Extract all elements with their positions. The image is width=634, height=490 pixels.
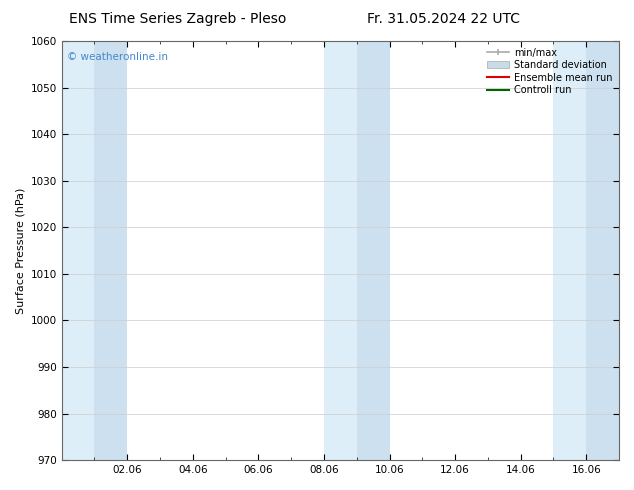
Legend: min/max, Standard deviation, Ensemble mean run, Controll run: min/max, Standard deviation, Ensemble me… xyxy=(484,44,616,99)
Bar xyxy=(94,41,127,460)
Text: © weatheronline.in: © weatheronline.in xyxy=(67,51,168,62)
Y-axis label: Surface Pressure (hPa): Surface Pressure (hPa) xyxy=(15,187,25,314)
Bar xyxy=(61,41,94,460)
Text: ENS Time Series Zagreb - Pleso: ENS Time Series Zagreb - Pleso xyxy=(69,12,286,26)
Bar xyxy=(357,41,389,460)
Bar xyxy=(586,41,619,460)
Text: Fr. 31.05.2024 22 UTC: Fr. 31.05.2024 22 UTC xyxy=(367,12,521,26)
Bar xyxy=(324,41,357,460)
Bar xyxy=(553,41,586,460)
